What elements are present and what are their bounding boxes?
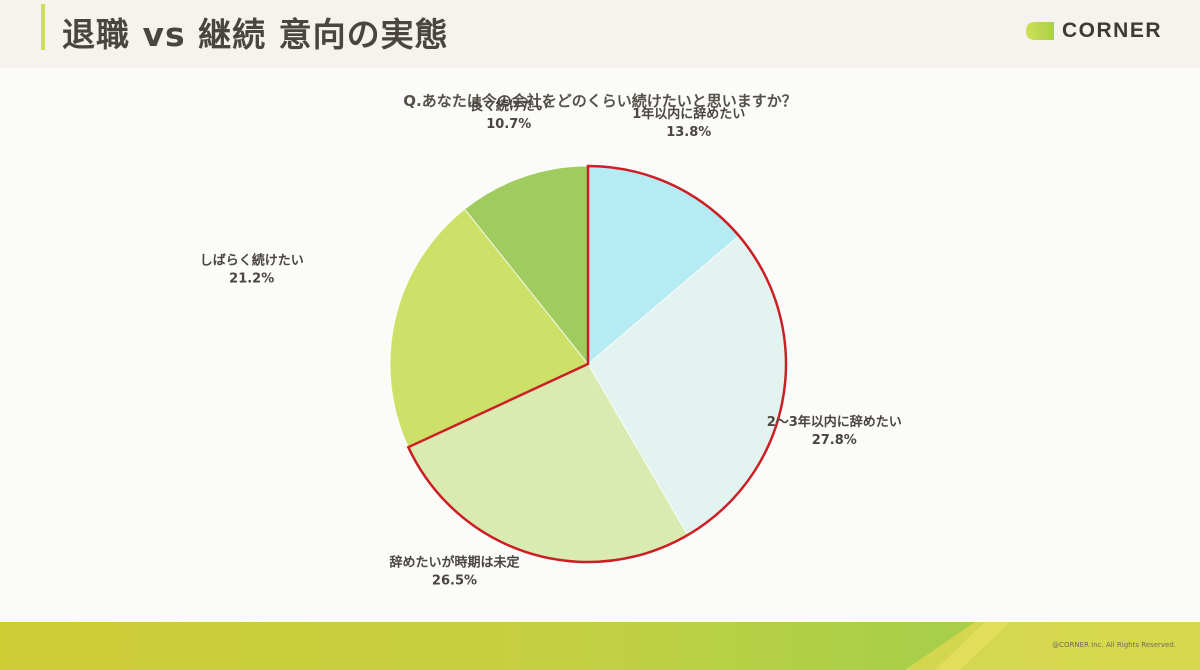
slice-category-label: 長く続けたい xyxy=(470,98,548,114)
slice-value-label: 21.2% xyxy=(229,271,274,286)
slice-label-5: 長く続けたい 10.7% xyxy=(470,98,548,132)
slice-category-label: 辞めたいが時期は未定 xyxy=(389,555,519,571)
slice-value-label: 26.5% xyxy=(432,574,477,589)
slice-label-2: 2〜3年以内に辞めたい 27.8% xyxy=(767,414,902,448)
footer-band xyxy=(0,622,1200,670)
pie-slice-4 xyxy=(389,208,589,448)
slice-category-label: 2〜3年以内に辞めたい xyxy=(767,414,902,430)
brand-logo: CORNER xyxy=(1026,18,1162,44)
slice-value-label: 27.8% xyxy=(812,433,857,448)
header-accent-bar xyxy=(41,4,45,50)
slice-label-4: しばらく続けたい 21.2% xyxy=(200,252,304,286)
pie-chart: 1年以内に辞めたい 13.8% 2〜3年以内に辞めたい 27.8% 辞めたいが時期は未定… xyxy=(200,98,902,589)
slice-value-label: 10.7% xyxy=(486,117,531,132)
slice-label-3: 辞めたいが時期は未定 26.5% xyxy=(389,555,519,589)
slice-category-label: しばらく続けたい xyxy=(200,252,304,268)
pie-slice-5 xyxy=(464,165,589,366)
highlight-outline xyxy=(406,164,788,564)
page-title: 退職 vs 継続 意向の実態 xyxy=(62,15,449,54)
slice-label-1: 1年以内に辞めたい 13.8% xyxy=(632,106,745,140)
corner-logo-icon xyxy=(1026,22,1054,40)
brand-name: CORNER xyxy=(1062,19,1163,42)
slice-category-label: 1年以内に辞めたい xyxy=(632,106,745,122)
chart-question-title: Q.あなたは今の会社をどのくらい続けたいと思いますか？ xyxy=(403,92,797,110)
header-bar: 退職 vs 継続 意向の実態 CORNER xyxy=(0,0,1200,68)
slice-value-label: 13.8% xyxy=(666,125,711,140)
copyright-text: @CORNER Inc. All Rights Reserved. xyxy=(1052,641,1176,649)
